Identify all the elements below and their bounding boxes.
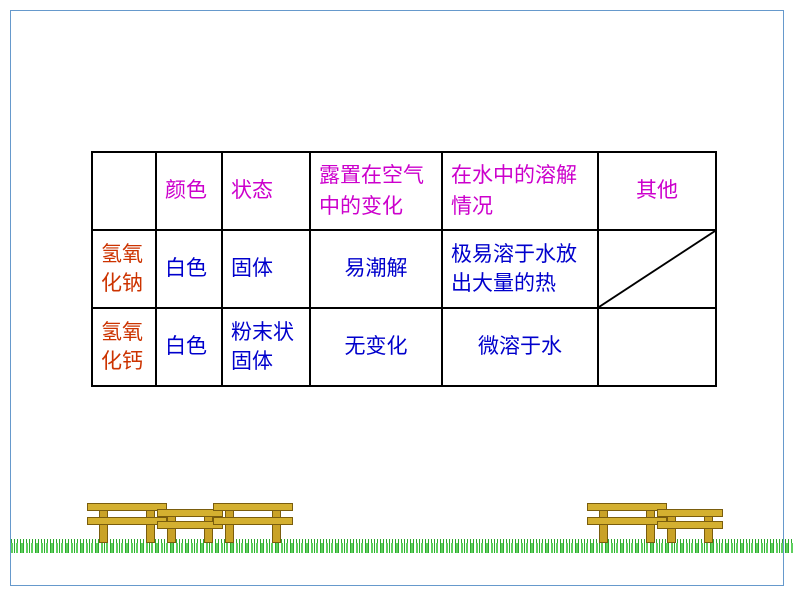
row-label-naoh: 氢氧化钠 [92,230,156,308]
fence-icon [161,507,219,543]
table-row: 氢氧化钙 白色 粉末状固体 无变化 微溶于水 [92,308,716,386]
cell-caoh2-state: 粉末状固体 [222,308,310,386]
cell-naoh-other-diagonal [598,230,716,308]
fence-group-left [91,499,283,543]
header-other: 其他 [598,152,716,230]
header-blank [92,152,156,230]
cell-caoh2-air: 无变化 [310,308,442,386]
cell-caoh2-color: 白色 [156,308,222,386]
fence-icon [591,499,663,543]
slide-frame: 颜色 状态 露置在空气中的变化 在水中的溶解情况 其他 氢氧化钠 白色 固体 易… [10,10,784,586]
fence-group-right [591,499,713,543]
row-label-caoh2: 氢氧化钙 [92,308,156,386]
fence-icon [661,507,719,543]
properties-table: 颜色 状态 露置在空气中的变化 在水中的溶解情况 其他 氢氧化钠 白色 固体 易… [91,151,717,387]
header-water: 在水中的溶解情况 [442,152,598,230]
header-row: 颜色 状态 露置在空气中的变化 在水中的溶解情况 其他 [92,152,716,230]
diagonal-line-icon [599,231,715,307]
table-row: 氢氧化钠 白色 固体 易潮解 极易溶于水放出大量的热 [92,230,716,308]
cell-caoh2-water: 微溶于水 [442,308,598,386]
cell-caoh2-other [598,308,716,386]
header-state: 状态 [222,152,310,230]
grass-decoration-overlay [11,543,794,553]
cell-naoh-color: 白色 [156,230,222,308]
header-color: 颜色 [156,152,222,230]
fence-icon [217,499,289,543]
cell-naoh-state: 固体 [222,230,310,308]
cell-naoh-air: 易潮解 [310,230,442,308]
fence-icon [91,499,163,543]
header-air: 露置在空气中的变化 [310,152,442,230]
cell-naoh-water: 极易溶于水放出大量的热 [442,230,598,308]
